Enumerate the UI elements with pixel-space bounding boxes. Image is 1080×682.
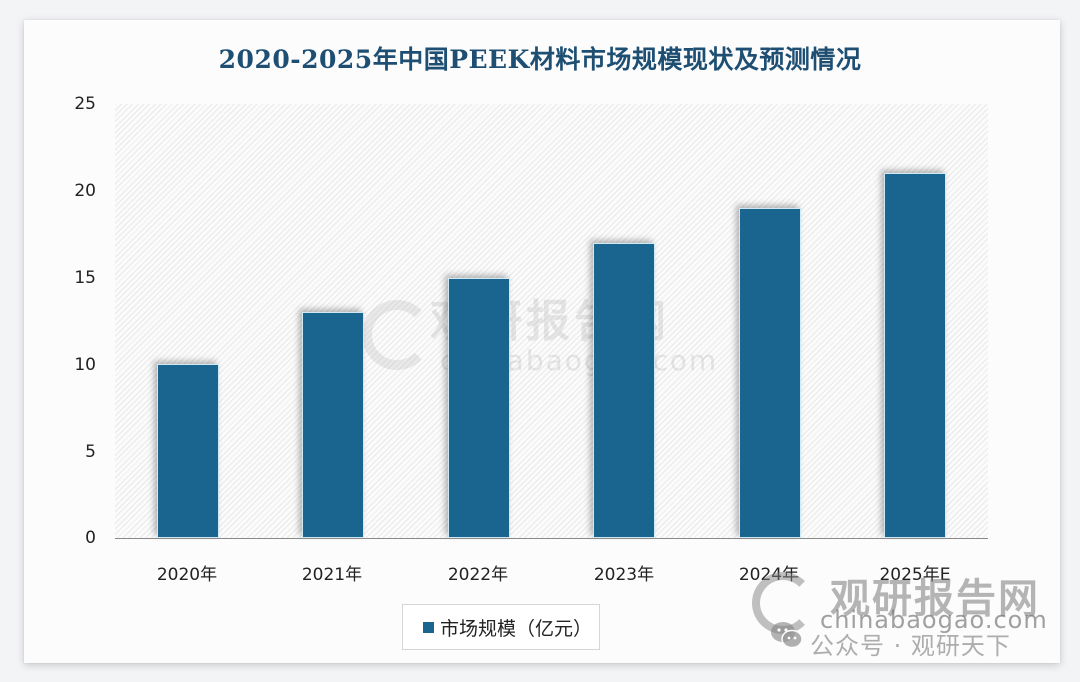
bar-2025年E: [884, 173, 947, 538]
y-tick-5: 5: [85, 442, 96, 462]
x-label-2020: 2020年: [156, 565, 218, 585]
watermark-wechat-text: 公众号 · 观研天下: [810, 632, 1011, 660]
bar-2022年: [447, 277, 510, 538]
y-tick-20: 20: [74, 181, 96, 201]
bar-2021年: [302, 312, 365, 538]
bar-2020年: [156, 364, 219, 538]
plot-area: [115, 104, 988, 538]
y-tick-15: 15: [74, 268, 96, 288]
legend-swatch-icon: [423, 621, 434, 633]
y-tick-10: 10: [74, 355, 96, 375]
x-label-2022: 2022年: [447, 565, 509, 585]
y-tick-25: 25: [74, 94, 96, 114]
x-label-2024: 2024年: [738, 565, 800, 585]
x-label-2021: 2021年: [301, 565, 363, 585]
x-label-2023: 2023年: [593, 565, 655, 585]
watermark-corner-url: chinabaogao.com: [820, 606, 1048, 634]
legend-label: 市场规模（亿元）: [440, 617, 593, 640]
x-axis-line: [115, 538, 988, 539]
wechat-icon: [771, 622, 803, 649]
chart-title: 2020-2025年中国PEEK材料市场规模现状及预测情况: [218, 45, 862, 74]
x-label-2025e: 2025年E: [879, 565, 951, 585]
bar-2024年: [738, 208, 801, 538]
bar-2023年: [593, 242, 656, 538]
legend: 市场规模（亿元）: [402, 604, 600, 650]
y-tick-0: 0: [85, 528, 96, 548]
watermark-corner-title: 观研报告网: [830, 576, 1040, 622]
